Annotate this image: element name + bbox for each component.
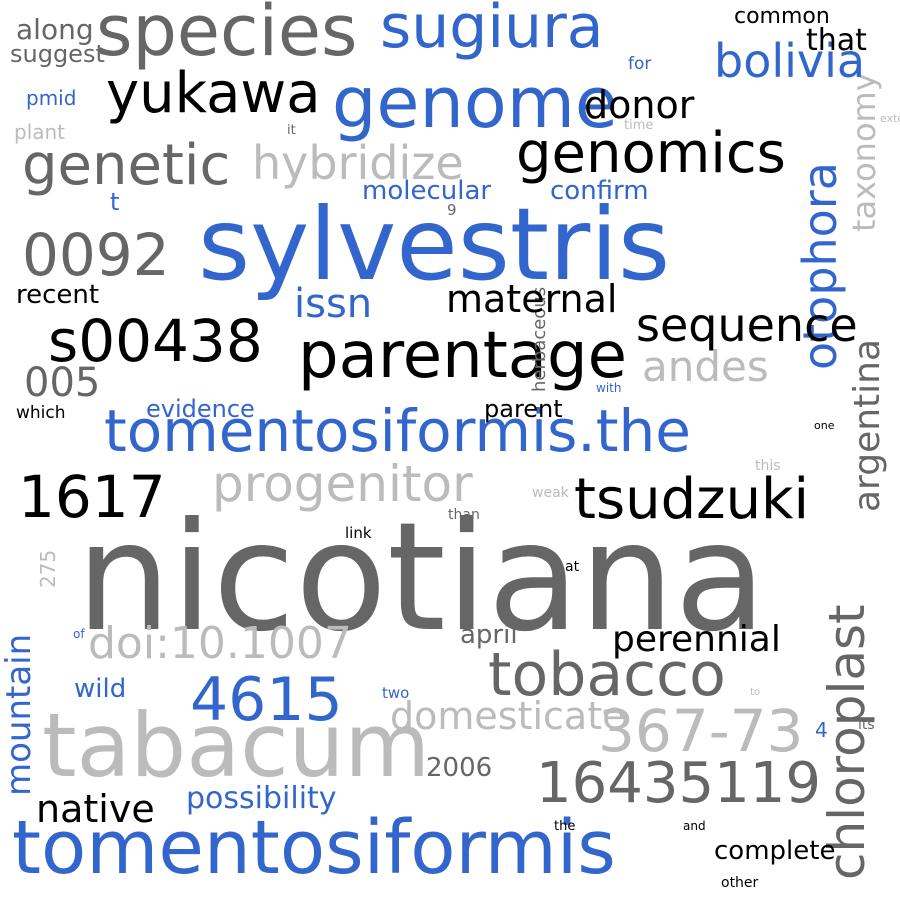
word-donor: issn	[294, 281, 373, 327]
word-4: 4	[815, 718, 828, 742]
word-one: this	[755, 458, 781, 474]
word-bolivia: maternal	[446, 277, 618, 321]
word-april: 2006	[426, 753, 493, 783]
word-progenitor: progenitor	[212, 455, 473, 513]
word-doi: doi:10.1007	[88, 618, 352, 669]
word-molecular: evidence	[146, 395, 255, 423]
word-it: external	[880, 112, 900, 125]
word-2006: suggest	[10, 40, 105, 68]
word-complete: molecular	[362, 176, 492, 206]
word-0092: 0092	[22, 221, 170, 289]
word-possibility: recent	[16, 280, 100, 310]
word-nicotiana: nicotiana	[76, 491, 767, 665]
word-of: of	[73, 627, 85, 641]
word-1617: 1617	[18, 463, 166, 531]
word-to: to	[750, 687, 761, 698]
word-weak: 275	[36, 549, 60, 588]
word-external: which	[16, 403, 66, 423]
word-4615: 4615	[190, 665, 343, 735]
word-confirm: parent	[484, 395, 563, 423]
word-16435119: 16435119	[536, 751, 822, 816]
word-andes: native	[36, 787, 155, 831]
word-its: its	[858, 717, 875, 733]
word-genetic: genetic	[22, 133, 231, 198]
word-evidence: april	[460, 620, 518, 650]
word-with: one	[814, 419, 835, 432]
word-link: link	[345, 524, 372, 542]
word-this: weak	[532, 485, 569, 501]
word-issn: andes	[642, 342, 769, 391]
word-tomentosiformis: tomentosiformis	[12, 805, 616, 891]
word-species: species	[96, 0, 358, 72]
word-other: other	[721, 875, 759, 891]
word-argentina: argentina	[847, 338, 888, 512]
word-two: two	[382, 684, 410, 702]
word-tomentosiformis-the: tomentosiformis.the	[104, 397, 691, 465]
word-than: than	[448, 507, 480, 523]
word-tsudzuki: tsudzuki	[574, 467, 810, 532]
word-which: with	[596, 381, 622, 395]
word-005: sequence	[636, 298, 858, 352]
word-common: for	[628, 54, 652, 74]
word-mountain: donor	[584, 83, 695, 127]
word-sequence: domesticate	[390, 694, 626, 738]
word-s00438: s00438	[48, 307, 263, 375]
word-tabacum: tabacum	[42, 694, 431, 797]
word-taxonomy: taxonomy	[845, 72, 883, 232]
word-367-73: 367-73	[598, 697, 804, 765]
word-the: the	[554, 819, 576, 834]
word-sugiura: sugiura	[380, 0, 604, 62]
word-suggest: plant	[14, 120, 66, 144]
word-parentage: parentage	[298, 319, 627, 393]
word-parent: wild	[74, 674, 127, 704]
word-herbaceous: 005	[24, 360, 101, 406]
word-pmid: t	[110, 188, 120, 216]
word-genome: genome	[332, 62, 618, 144]
word-domesticate: mountain	[0, 633, 39, 796]
word-time: 9	[447, 201, 457, 219]
word-hybridize: hybridize	[252, 136, 464, 190]
word-wild: along	[16, 13, 94, 46]
word-t: that	[806, 23, 867, 58]
word-maternal: perennial	[612, 619, 781, 660]
word-at: at	[565, 559, 580, 575]
word-genomics: genomics	[516, 121, 786, 186]
word-perennial: possibility	[186, 781, 337, 816]
word-that: it	[287, 123, 296, 138]
word-plant: common	[734, 4, 830, 29]
word-recent: confirm	[550, 176, 649, 206]
word-275: bolivia	[714, 34, 866, 88]
word-for: time	[624, 118, 654, 133]
word-along: pmid	[26, 86, 77, 110]
word-yukawa: yukawa	[106, 61, 321, 126]
word-sylvestris: sylvestris	[198, 186, 671, 303]
word-and: and	[683, 819, 706, 833]
word-native: complete	[714, 836, 836, 866]
word-tobacco: tobacco	[488, 640, 726, 710]
